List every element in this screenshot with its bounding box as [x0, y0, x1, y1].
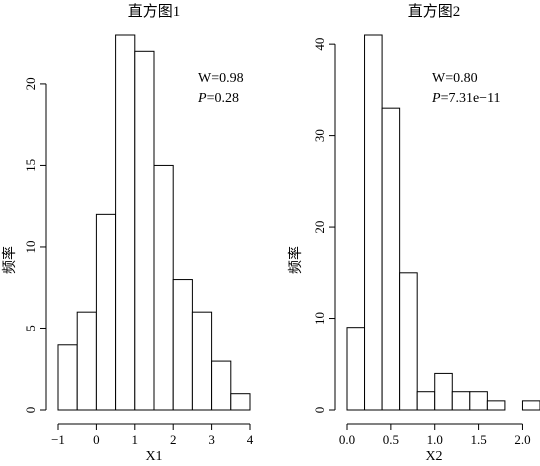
histogram-2-x-axis: 0.0 0.5 1.0 1.5 2.0: [339, 423, 531, 447]
histogram-2-x-label: X2: [425, 449, 442, 464]
histogram-2-y-tick-label: 20: [312, 221, 327, 234]
histogram-1-bars: [57, 34, 251, 411]
histogram-2-bar: [469, 391, 488, 411]
histogram-2-bars: [346, 34, 540, 411]
histogram-1-y-tick-label: 10: [23, 240, 38, 253]
histogram-2-title: 直方图2: [408, 3, 461, 20]
histogram-2-bar: [364, 34, 383, 411]
histogram-1-bar: [172, 279, 193, 411]
histogram-2-y-tick-label: 0: [312, 407, 327, 414]
histogram-1-y-tick-label: 15: [23, 159, 38, 172]
histogram-1-bar: [95, 213, 117, 411]
histogram-1-x-tick-label: 0: [93, 432, 100, 447]
histogram-2-bar: [399, 272, 418, 411]
histogram-1-title: 直方图1: [128, 3, 181, 20]
histogram-1-p-value: P=0.28: [197, 91, 239, 106]
histogram-1-x-tick-label: 2: [170, 432, 177, 447]
histogram-2-bar: [346, 327, 366, 411]
histogram-2-bar: [416, 391, 436, 411]
histogram-1-y-label: 频率: [1, 246, 18, 274]
histogram-2-y-tick-label: 30: [312, 129, 327, 142]
histogram-1-bar: [191, 311, 213, 411]
histogram-1-bar: [134, 50, 155, 411]
histogram-1-w-statistic: W=0.98: [198, 71, 244, 86]
histogram-1-x-axis: −1 0 1 2 3 4: [51, 423, 254, 447]
histogram-2-y-tick-label: 10: [312, 312, 327, 325]
histogram-1-bar: [211, 360, 232, 411]
histogram-2-w-statistic: W=0.80: [432, 71, 478, 86]
histogram-2-bar: [434, 372, 453, 411]
histogram-2-x-tick-label: 1.0: [427, 432, 443, 447]
histogram-1-y-tick-label: 20: [23, 77, 38, 90]
histogram-2-x-tick-label: 0.5: [383, 432, 399, 447]
histogram-1-panel: 直方图1 0 5 10 15 20 −1 0 1 2 3 4 X1 频率 W=0.98 P=0.2…: [1, 3, 254, 464]
histogram-2-bar: [451, 391, 471, 411]
histogram-2-y-tick-label: 40: [312, 38, 327, 51]
histogram-1-bar: [230, 393, 251, 411]
histogram-1-x-tick-label: 3: [208, 432, 215, 447]
histogram-2-bar: [381, 107, 401, 411]
histogram-1-y-axis: 0 5 10 15 20: [23, 77, 47, 414]
histogram-2-p-value: P=7.31e−11: [431, 91, 501, 106]
histogram-1-bar: [57, 344, 78, 411]
histogram-2-y-axis: 0 10 20 30 40: [312, 38, 336, 414]
histogram-1-bar: [76, 311, 97, 411]
histogram-1-x-tick-label: 4: [247, 432, 254, 447]
histogram-2-x-tick-label: 0.0: [339, 432, 355, 447]
histogram-1-y-tick-label: 5: [23, 325, 38, 332]
histogram-1-bar: [115, 34, 136, 411]
histogram-2-bar: [521, 400, 540, 411]
histogram-1-bar: [153, 164, 174, 411]
histogram-2-y-label: 频率: [287, 246, 304, 274]
histogram-1-x-tick-label: −1: [51, 432, 65, 447]
histogram-1-y-tick-label: 0: [23, 407, 38, 414]
histogram-2-bar: [486, 400, 506, 411]
histogram-1-x-label: X1: [145, 449, 162, 464]
histogram-2-x-tick-label: 2.0: [514, 432, 530, 447]
histogram-2-x-tick-label: 1.5: [470, 432, 486, 447]
histogram-1-x-tick-label: 1: [132, 432, 139, 447]
histogram-2-panel: 直方图2 0 10 20 30 40 0.0 0.5 1.0 1.5 2.0 X2 频率 W=0…: [287, 3, 540, 464]
